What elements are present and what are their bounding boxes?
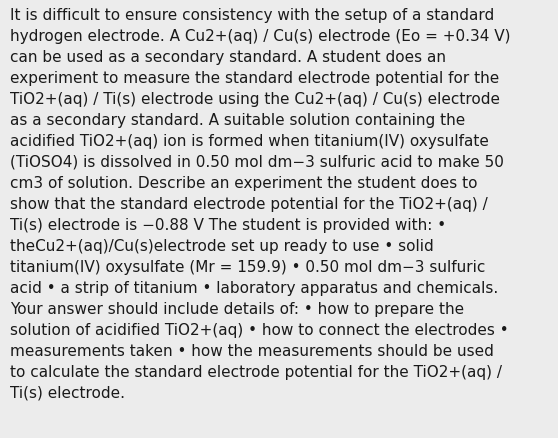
Text: It is difficult to ensure consistency with the setup of a standard
hydrogen elec: It is difficult to ensure consistency wi… <box>10 8 511 400</box>
